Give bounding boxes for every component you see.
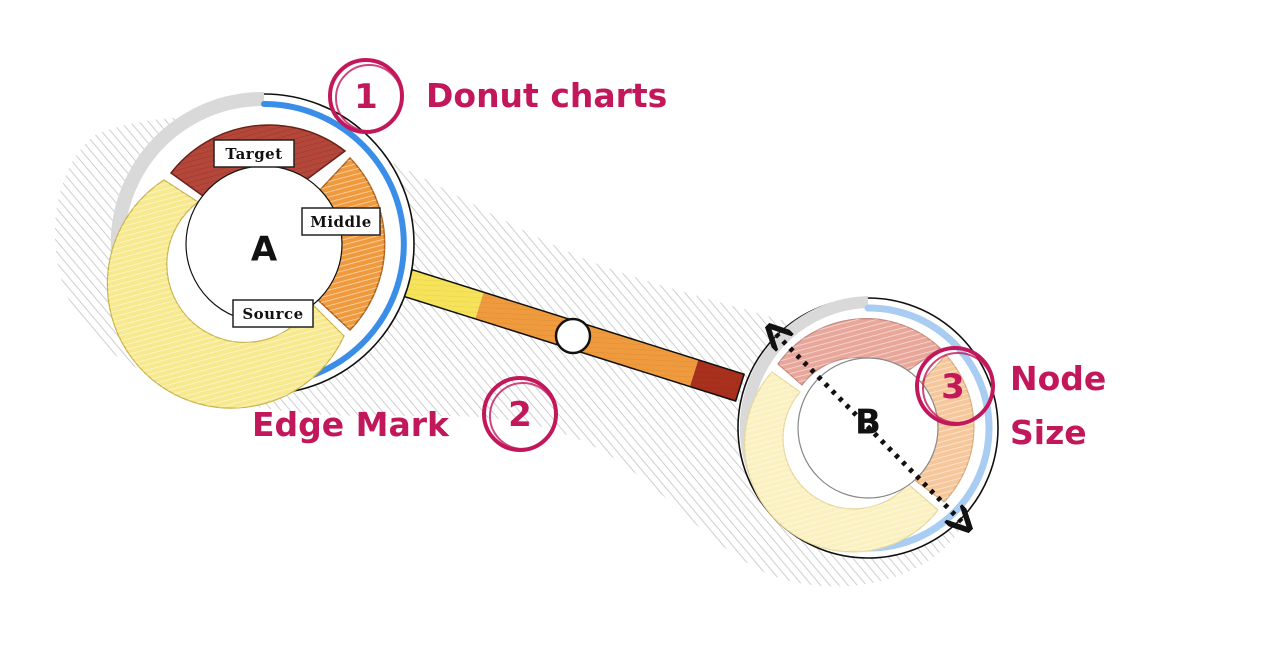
svg-text:2: 2 bbox=[508, 395, 532, 435]
svg-text:Edge Mark: Edge Mark bbox=[252, 405, 450, 444]
segment-label-middle: Middle bbox=[301, 207, 381, 236]
svg-text:1: 1 bbox=[354, 77, 378, 117]
annotation-2: 2 Edge Mark bbox=[252, 376, 558, 452]
svg-text:Target: Target bbox=[225, 145, 282, 163]
svg-text:3: 3 bbox=[941, 367, 965, 407]
svg-text:Donut charts: Donut charts bbox=[426, 76, 667, 115]
edge-mark[interactable] bbox=[554, 317, 592, 355]
svg-text:Source: Source bbox=[242, 305, 303, 323]
node-a[interactable]: A Target Middle Source bbox=[106, 91, 415, 409]
svg-text:Node: Node bbox=[1010, 359, 1106, 398]
node-b[interactable]: B bbox=[737, 296, 999, 559]
svg-text:Middle: Middle bbox=[310, 213, 372, 231]
segment-label-target: Target bbox=[213, 139, 295, 168]
annotation-1: 1 Donut charts bbox=[328, 58, 667, 134]
segment-label-source: Source bbox=[232, 299, 314, 328]
node-a-label: A bbox=[251, 230, 278, 270]
svg-text:Size: Size bbox=[1010, 413, 1087, 452]
node-size-arrow bbox=[776, 334, 962, 522]
annotation-3: 3 Node Size bbox=[915, 346, 1106, 452]
